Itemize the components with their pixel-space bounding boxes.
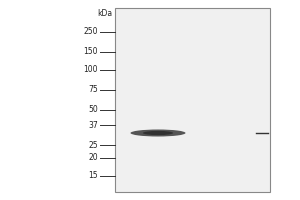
Ellipse shape xyxy=(130,130,185,136)
Text: 15: 15 xyxy=(88,171,98,180)
Text: 150: 150 xyxy=(83,47,98,56)
Text: 250: 250 xyxy=(83,27,98,36)
Text: 100: 100 xyxy=(83,66,98,74)
Text: 75: 75 xyxy=(88,86,98,95)
Text: kDa: kDa xyxy=(98,9,112,19)
Text: 20: 20 xyxy=(88,154,98,162)
Text: 25: 25 xyxy=(88,140,98,150)
Text: 50: 50 xyxy=(88,106,98,114)
Ellipse shape xyxy=(143,131,173,135)
Text: 37: 37 xyxy=(88,120,98,130)
Bar xyxy=(115,8,270,192)
